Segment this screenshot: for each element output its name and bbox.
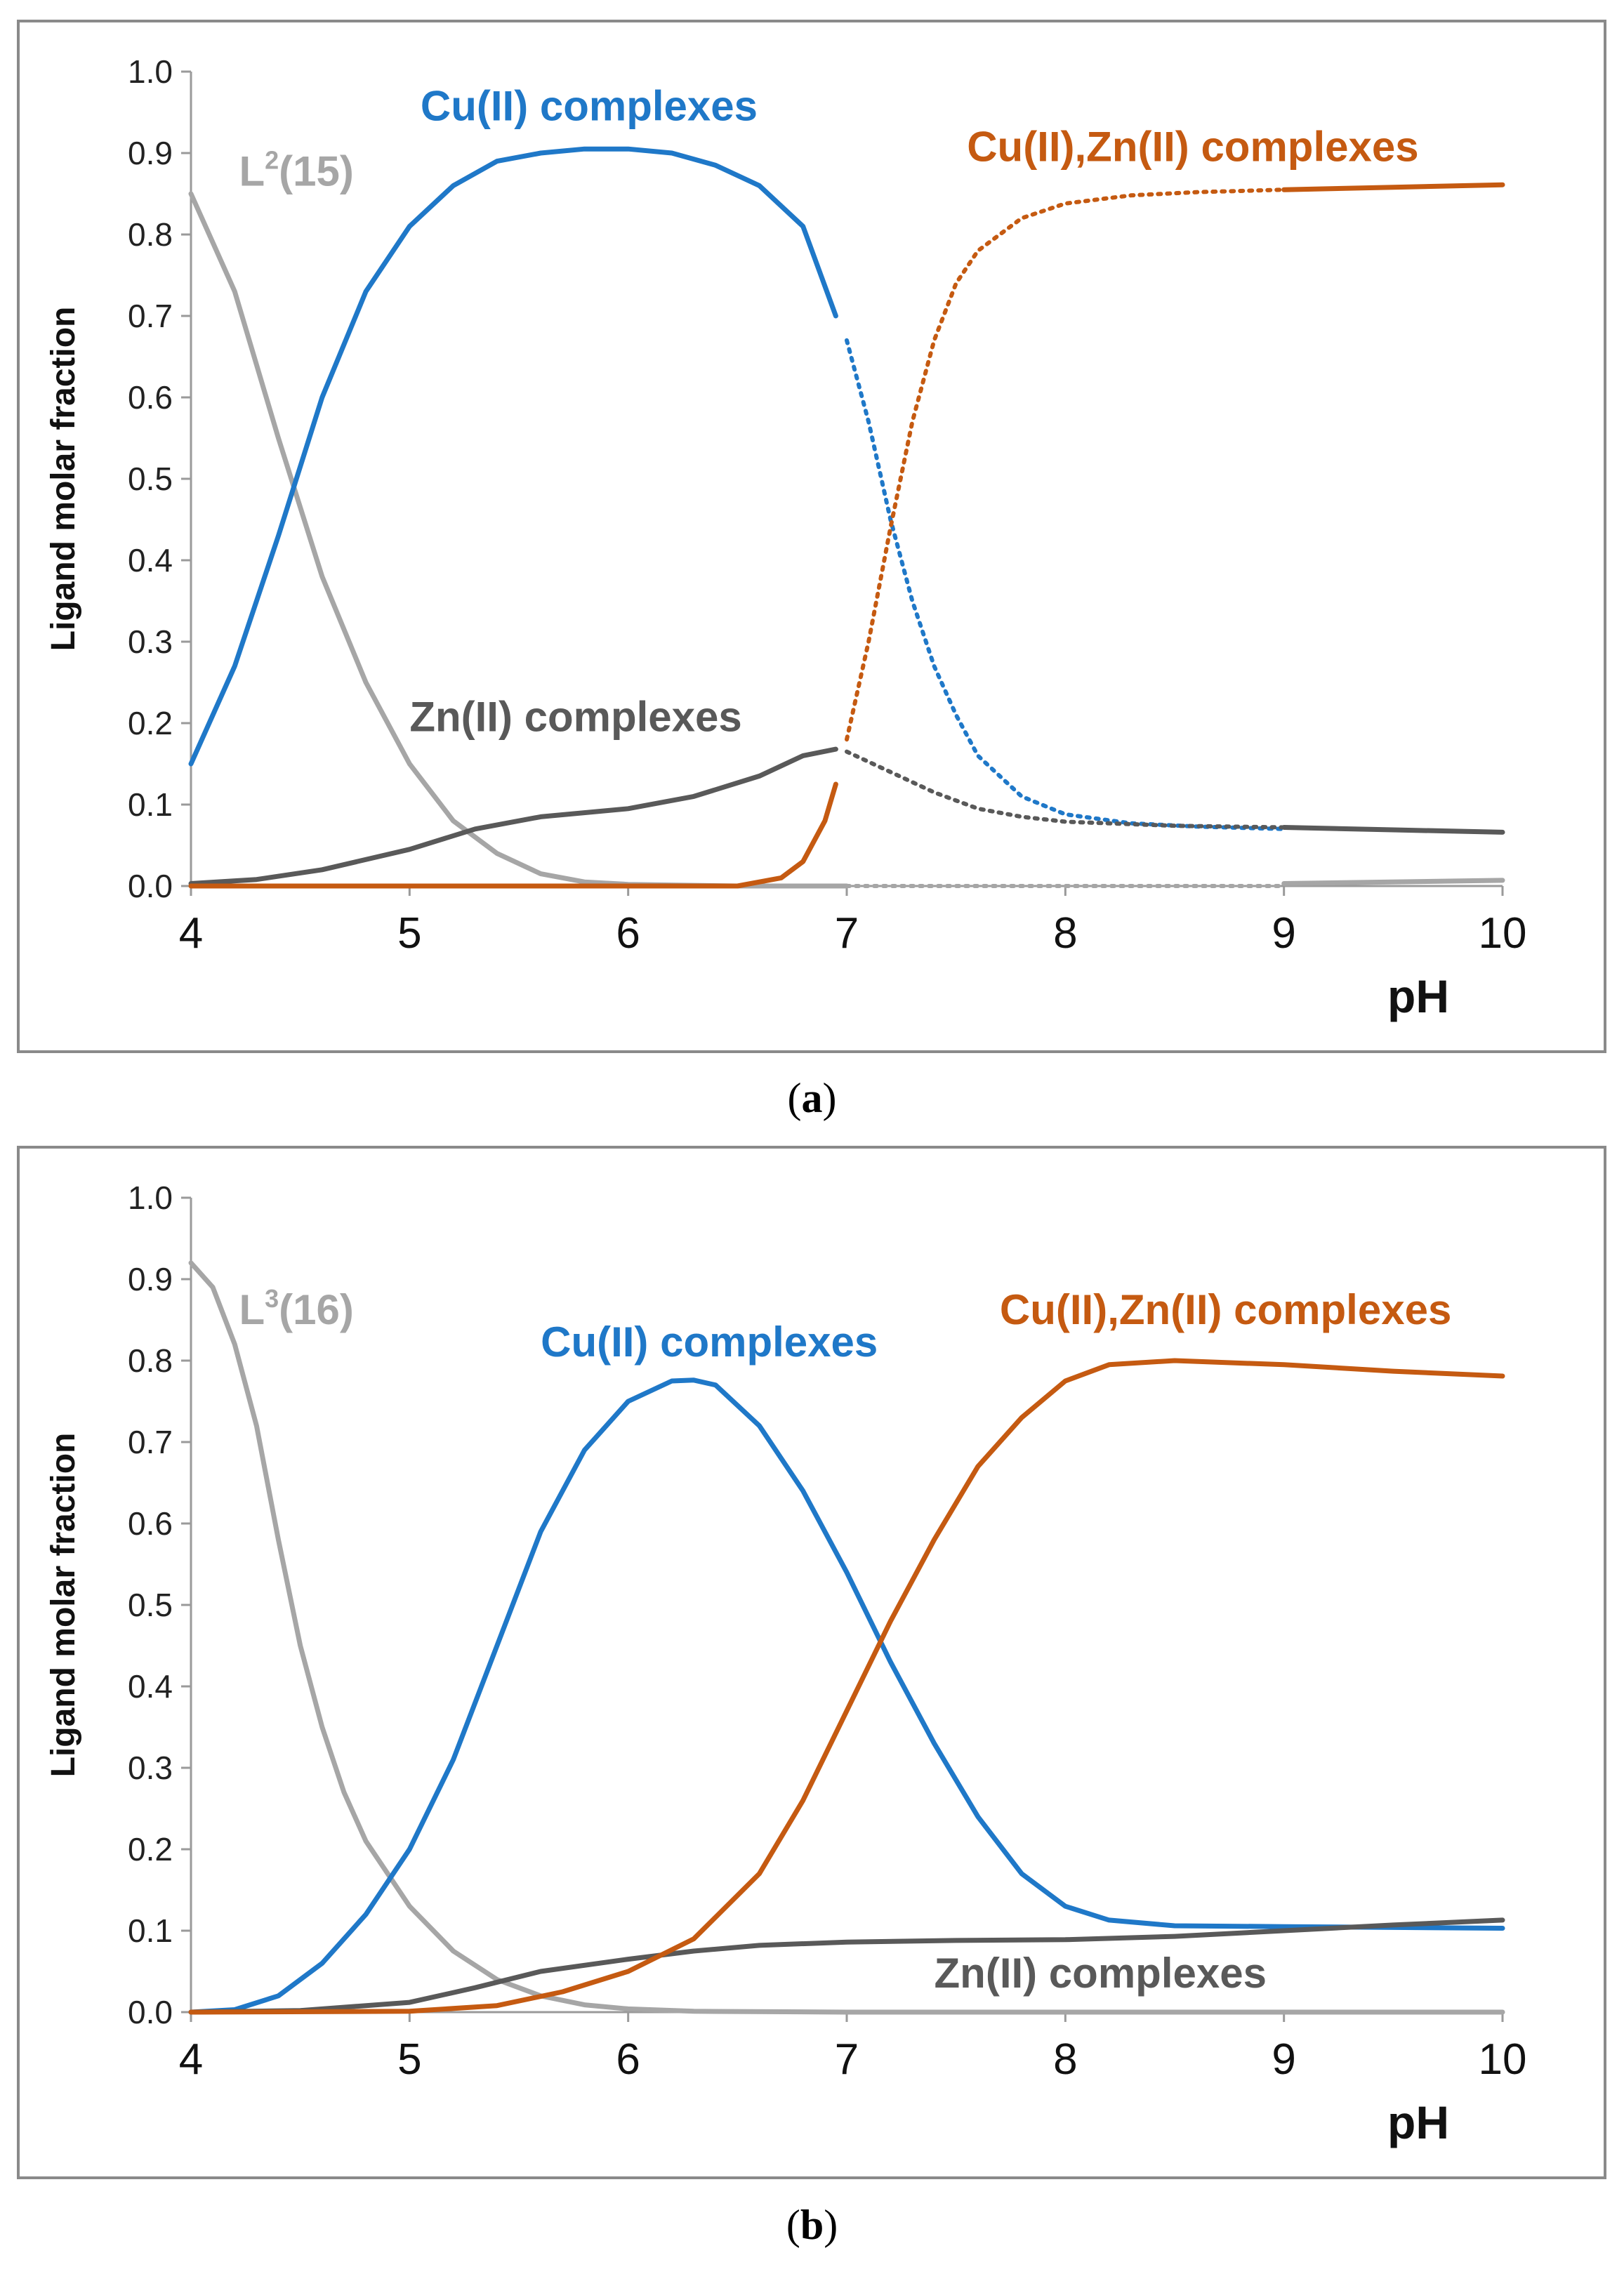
chart-a-series-zn-ii-complexes-dotted-line	[845, 749, 1286, 830]
chart-a-label-main: Cu(II),Zn(II) complexes	[967, 124, 1418, 171]
chart-b-x-tick-label: 7	[835, 2035, 859, 2084]
chart-b-label-main: Cu(II),Zn(II) complexes	[1000, 1286, 1451, 1333]
chart-b-y-tick-label: 0.2	[128, 1831, 173, 1868]
chart-b-label-l3-16: L3(16)	[239, 1284, 353, 1333]
chart-a-y-tick-label: 0.1	[128, 786, 173, 823]
chart-b-label-rest: (16)	[279, 1286, 354, 1333]
chart-a-label-zn-ii-complexes: Zn(II) complexes	[409, 694, 741, 741]
chart-b-label-main: Cu(II) complexes	[541, 1318, 878, 1366]
chart-b-label-main: L	[239, 1286, 265, 1333]
chart-a-series-cu-ii-zn-ii-complexes-end-line	[1281, 182, 1505, 192]
chart-a-y-tick-label: 0.9	[128, 135, 173, 171]
chart-b-y-tick-label: 0.1	[128, 1912, 173, 1949]
chart-a-y-tick-label: 0.3	[128, 623, 173, 660]
chart-b-series-cu-ii-complexes-line	[188, 1377, 1505, 2015]
chart-b-label-sup: 3	[265, 1284, 279, 1313]
chart-a-label-cu-ii-complexes: Cu(II) complexes	[421, 83, 758, 130]
chart-b-label-cu-ii-complexes: Cu(II) complexes	[541, 1318, 878, 1366]
chart-a-y-tick-label: 0.4	[128, 542, 173, 579]
chart-a-series-cu-ii-zn-ii-complexes-dotted-line	[845, 187, 1286, 742]
caption-b-letter: b	[800, 2202, 824, 2248]
chart-b-y-tick-label: 0.9	[128, 1261, 173, 1297]
chart-b-x-axis-title: pH	[1387, 2096, 1449, 2148]
chart-b-y-tick-label: 0.0	[128, 1994, 173, 2030]
chart-a-series-l2-15-line	[188, 191, 850, 889]
chart-a-y-axis-title: Ligand molar fraction	[45, 307, 82, 652]
chart-b-y-tick-label: 0.6	[128, 1505, 173, 1542]
chart-a-series-l2-15-end-line	[1281, 878, 1505, 886]
chart-a-y-tick-label: 0.8	[128, 216, 173, 253]
chart-b-x-tick-label: 10	[1479, 2035, 1527, 2084]
chart-b-series-l3-16-line	[188, 1260, 1505, 2015]
chart-b-x-tick-label: 5	[397, 2035, 421, 2084]
chart-a-series-cu-ii-complexes-dotted-line	[845, 338, 1286, 831]
chart-a-label-main: Zn(II) complexes	[409, 694, 741, 741]
chart-panel-a: 0.0 0.1 0.2 0.3 0.4 0.5 0.6 0.7 0.8 0.9 1.0 4 5 6 7 8 9 1…	[17, 20, 1606, 1053]
chart-b-y-tick-label: 0.3	[128, 1750, 173, 1786]
chart-a-label-main: Cu(II) complexes	[421, 83, 758, 130]
chart-a-x-tick-label: 5	[397, 909, 421, 958]
chart-a-y-tick-label: 0.6	[128, 379, 173, 416]
chart-b-y-tick-label: 0.4	[128, 1668, 173, 1705]
chart-a-x-axis-title: pH	[1387, 970, 1449, 1022]
chart-a-x-tick-label: 4	[179, 909, 203, 958]
chart-a-label-cu-ii-zn-ii-complexes: Cu(II),Zn(II) complexes	[967, 124, 1418, 171]
chart-a-svg: 0.0 0.1 0.2 0.3 0.4 0.5 0.6 0.7 0.8 0.9 1.0 4 5 6 7 8 9 1…	[45, 53, 1527, 1022]
chart-b-y-tick-label: 0.7	[128, 1424, 173, 1460]
chart-a-label-sup: 2	[265, 145, 279, 174]
chart-b-x-tick-label: 4	[179, 2035, 203, 2084]
chart-a-label-rest: (15)	[279, 147, 354, 194]
chart-b-series-cu-ii-zn-ii-complexes-line	[188, 1358, 1505, 2015]
chart-b-x-tick-label: 6	[616, 2035, 640, 2084]
chart-a-label-l2-15: L2(15)	[239, 145, 353, 194]
chart-a-label-main: L	[239, 147, 265, 194]
chart-a-x-tick-label: 10	[1479, 909, 1527, 958]
chart-b-label-zn-ii-complexes: Zn(II) complexes	[935, 1950, 1267, 1997]
chart-a-y-tick-label: 0.5	[128, 461, 173, 497]
chart-a-series-zn-ii-complexes-end-line	[1281, 825, 1505, 835]
chart-a-series-zn-ii-complexes-line	[188, 746, 838, 886]
chart-a-y-tick-label: 0.7	[128, 298, 173, 334]
chart-a-x-tick-label: 7	[835, 909, 859, 958]
chart-b-y-tick-label: 0.8	[128, 1342, 173, 1379]
chart-b-y-axis-title: Ligand molar fraction	[45, 1433, 82, 1778]
chart-a-y-tick-label: 0.2	[128, 705, 173, 741]
chart-a-x-tick-label: 6	[616, 909, 640, 958]
chart-a-y-tick-label: 0.0	[128, 868, 173, 904]
chart-a-series-cu-ii-complexes-line	[188, 146, 838, 767]
chart-panel-b: 0.0 0.1 0.2 0.3 0.4 0.5 0.6 0.7 0.8 0.9 1.0 4 5 6 7 8 9 1…	[17, 1146, 1606, 2179]
chart-b-label-cu-ii-zn-ii-complexes: Cu(II),Zn(II) complexes	[1000, 1286, 1451, 1333]
chart-b-svg: 0.0 0.1 0.2 0.3 0.4 0.5 0.6 0.7 0.8 0.9 1.0 4 5 6 7 8 9 1…	[45, 1179, 1527, 2148]
chart-b-label-main: Zn(II) complexes	[935, 1950, 1267, 1997]
chart-b-x-tick-label: 9	[1272, 2035, 1295, 2084]
chart-a-x-tick-label: 9	[1272, 909, 1295, 958]
chart-b-y-tick-label: 0.5	[128, 1587, 173, 1623]
chart-a-y-tick-label: 1.0	[128, 53, 173, 90]
chart-b-x-tick-label: 8	[1053, 2035, 1077, 2084]
chart-b-y-tick-label: 1.0	[128, 1179, 173, 1216]
caption-a: (a)	[787, 1075, 837, 1121]
caption-b: (b)	[786, 2202, 838, 2248]
chart-b-series-zn-ii-complexes-line	[188, 1917, 1505, 2015]
chart-a-series-cu-ii-zn-ii-complexes-line	[188, 781, 838, 889]
chart-a-x-tick-label: 8	[1053, 909, 1077, 958]
caption-a-letter: a	[801, 1075, 823, 1121]
